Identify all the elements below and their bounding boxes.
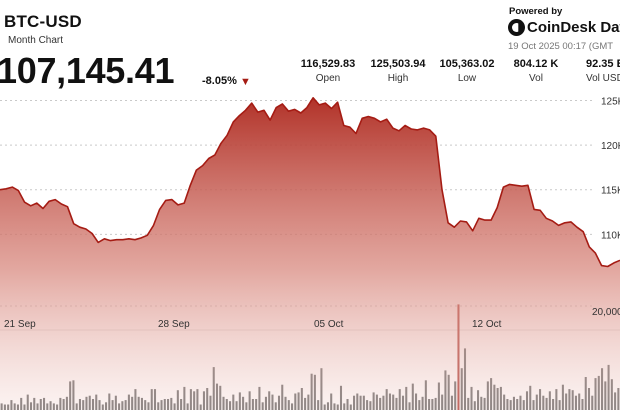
chart-period-label: Month Chart [8, 35, 64, 46]
volume-tick-label: 20,000 [592, 307, 620, 318]
x-tick-label: 05 Oct [314, 319, 344, 330]
brand-name: CoinDesk Data [527, 19, 620, 36]
stat-low: 105,363.02 Low [434, 58, 500, 84]
y-axis-ticks: 125K 120K 115K 110K 20,000 [592, 96, 620, 318]
stat-open-label: Open [315, 73, 341, 84]
coindesk-logo-icon [508, 19, 525, 36]
y-tick-label: 110K [601, 230, 620, 241]
down-arrow-icon: ▼ [240, 76, 251, 88]
stat-volume-usd-label: Vol USD [586, 73, 620, 84]
x-tick-label: 28 Sep [158, 319, 190, 330]
price-area [0, 97, 620, 410]
ticker-symbol: BTC-USD [4, 12, 82, 31]
stat-open: 116,529.83 Open [297, 58, 359, 84]
brand-link[interactable]: CoinDesk Data [508, 19, 620, 36]
current-price: 107,145.41 [0, 50, 175, 91]
stat-low-label: Low [457, 73, 477, 84]
x-tick-label: 12 Oct [472, 319, 502, 330]
stat-high: 125,503.94 High [365, 58, 431, 84]
x-axis-ticks: 21 Sep 28 Sep 05 Oct 12 Oct [4, 319, 502, 330]
y-tick-label: 125K [601, 96, 620, 107]
y-tick-label: 115K [601, 186, 620, 197]
stat-volume-usd-value: 92.35 B [586, 58, 620, 70]
stat-high-label: High [387, 73, 409, 84]
price-area-fill [0, 97, 620, 410]
stat-high-value: 125,503.94 [370, 58, 426, 70]
stat-volume-usd: 92.35 B Vol USD [586, 58, 620, 84]
price-line [0, 97, 620, 268]
stat-low-value: 105,363.02 [439, 58, 495, 70]
stat-volume: 804.12 K Vol [508, 58, 564, 84]
stat-volume-value: 804.12 K [513, 58, 559, 70]
y-tick-label: 120K [601, 141, 620, 152]
stat-volume-label: Vol [529, 73, 543, 84]
x-tick-label: 21 Sep [4, 319, 36, 330]
price-change-percent: -8.05% [202, 75, 237, 87]
timestamp: 19 Oct 2025 00:17 (GMT [508, 41, 614, 52]
powered-by-label: Powered by [509, 6, 563, 17]
stat-open-value: 116,529.83 [300, 58, 356, 70]
